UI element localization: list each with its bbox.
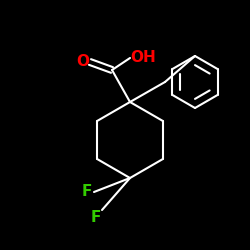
Text: OH: OH: [130, 50, 156, 66]
Text: F: F: [82, 184, 92, 200]
Text: O: O: [76, 54, 90, 70]
Text: F: F: [91, 210, 101, 224]
